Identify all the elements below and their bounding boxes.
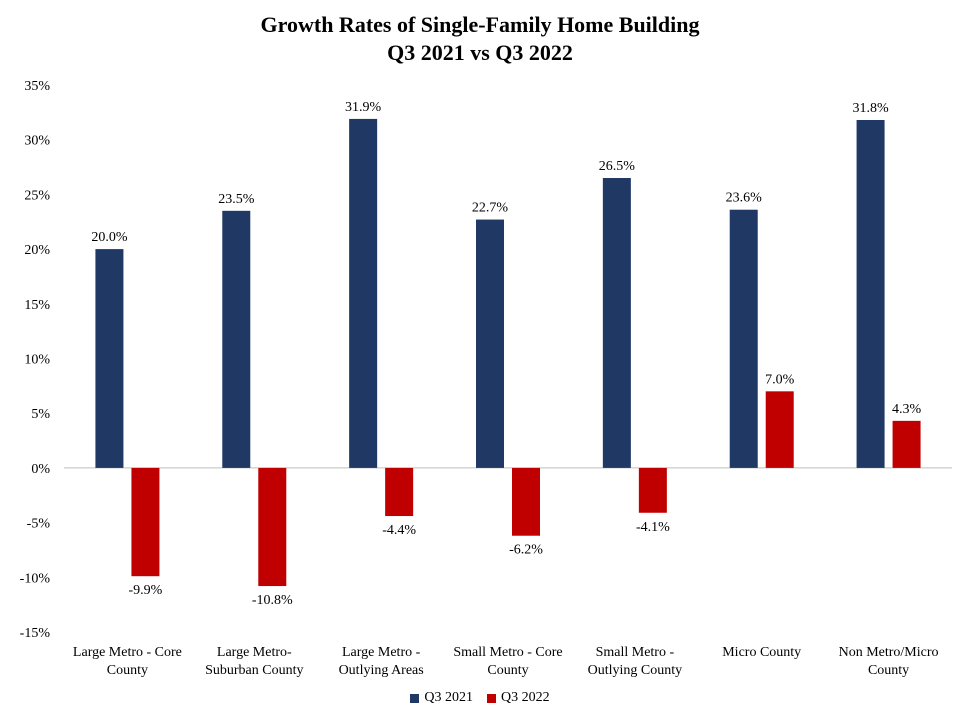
data-label: 23.6% (726, 191, 763, 206)
data-label: 23.5% (218, 192, 255, 207)
chart-subtitle: Q3 2021 vs Q3 2022 (387, 40, 573, 65)
legend-swatch-q3-2021 (410, 693, 420, 703)
data-label: 31.8% (852, 101, 889, 116)
x-tick-label: Outlying Areas (339, 663, 424, 678)
legend-label-q3-2021: Q3 2021 (424, 690, 473, 705)
x-tick-label: County (868, 663, 909, 678)
y-tick-label: 0% (31, 462, 50, 477)
bar-q3-2021 (602, 177, 631, 468)
y-tick-label: 35% (24, 79, 50, 94)
y-tick-label: 30% (24, 134, 50, 149)
data-label: -6.2% (509, 543, 543, 558)
bar-q3-2022 (892, 420, 921, 468)
legend-item-q3-2021: Q3 2021 (410, 690, 473, 706)
x-tick-label: County (107, 663, 148, 678)
y-tick-label: -5% (27, 517, 51, 532)
legend: Q3 2021 Q3 2022 (0, 690, 960, 706)
legend-swatch-q3-2022 (487, 693, 496, 703)
bar-q3-2022 (258, 467, 287, 587)
bar-q3-2021 (349, 118, 378, 468)
y-tick-label: 25% (24, 188, 50, 203)
x-tick-label: Small Metro - Core (453, 645, 562, 660)
bar-q3-2021 (856, 120, 885, 468)
y-tick-label: -15% (20, 626, 51, 641)
x-tick-label: County (487, 663, 528, 678)
data-label: 4.3% (892, 402, 922, 417)
legend-item-q3-2022: Q3 2022 (487, 690, 550, 706)
data-label: 7.0% (765, 372, 795, 387)
x-tick-label: Large Metro - (342, 645, 421, 660)
data-label: 26.5% (599, 159, 636, 174)
x-tick-label: Outlying County (588, 663, 683, 678)
bar-q3-2022 (131, 467, 160, 577)
bar-q3-2022 (765, 391, 794, 468)
x-tick-label: Non Metro/Micro (839, 645, 939, 660)
y-tick-label: -10% (20, 571, 51, 586)
data-label: 20.0% (91, 230, 128, 245)
x-tick-label: Micro County (722, 645, 801, 660)
data-label: 31.9% (345, 100, 382, 115)
data-label: -9.9% (129, 583, 163, 598)
data-label: -10.8% (252, 593, 293, 608)
bar-q3-2022 (385, 467, 414, 517)
y-tick-label: 15% (24, 298, 50, 313)
bar-q3-2021 (476, 219, 504, 468)
x-tick-label: Large Metro - Core (73, 645, 182, 660)
y-tick-label: 5% (31, 407, 50, 422)
y-tick-label: 10% (24, 353, 50, 368)
data-label: -4.1% (636, 520, 670, 535)
x-tick-label: Suburban County (205, 663, 303, 678)
chart-title: Growth Rates of Single-Family Home Build… (260, 12, 700, 37)
data-label: 22.7% (472, 201, 509, 216)
x-tick-label: Small Metro - (596, 645, 675, 660)
legend-label-q3-2022: Q3 2022 (501, 690, 550, 705)
bar-q3-2022 (638, 467, 667, 513)
bar-q3-2022 (512, 467, 540, 536)
y-tick-label: 20% (24, 243, 50, 258)
x-tick-label: Large Metro- (217, 645, 292, 660)
bar-q3-2021 (729, 209, 758, 468)
bar-q3-2021 (222, 210, 251, 468)
data-label: -4.4% (382, 523, 416, 538)
bar-q3-2021 (95, 249, 124, 468)
